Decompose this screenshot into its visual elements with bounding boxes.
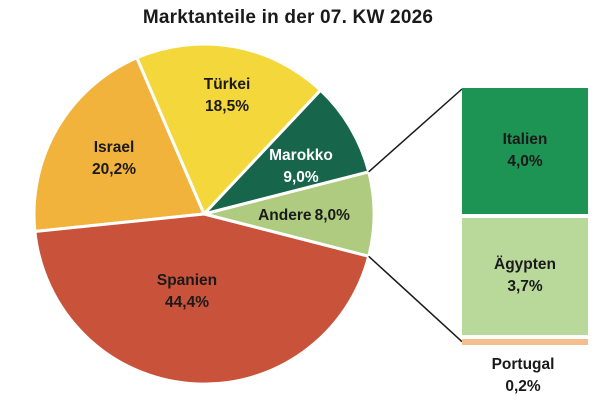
segment-name: Ägypten [494, 256, 556, 274]
pie-label-spanien: Spanien 44,4% [157, 270, 217, 314]
slice-name: Marokko [269, 147, 333, 164]
slice-pct: 44,4% [165, 294, 209, 311]
slice-name: Andere [258, 207, 312, 224]
breakout-bar: Italien 4,0% Ägypten 3,7% [462, 88, 588, 349]
slice-name: Israel [93, 139, 135, 156]
connector-line-top [368, 88, 463, 173]
segment-pct: 3,7% [507, 278, 543, 296]
pie-label-israel: Israel 20,2% [92, 137, 136, 181]
slice-pct: 8,0% [314, 207, 350, 224]
pie-label-tuerkei: Türkei 18,5% [204, 74, 251, 118]
breakout-label-portugal: Portugal 0,2% [492, 354, 555, 398]
slice-pct: 18,5% [205, 98, 249, 115]
pie-slice-3 [32, 56, 206, 233]
slice-name: Spanien [156, 272, 218, 289]
pie-slice-4 [33, 212, 371, 386]
breakout-segment-italien: Italien 4,0% [462, 88, 588, 214]
segment-pct: 4,0% [507, 153, 543, 170]
chart-title: Marktanteile in der 07. KW 2026 [142, 7, 434, 28]
slice-pct: 20,2% [92, 161, 136, 178]
breakout-segment-aegypten: Ägypten 3,7% [462, 218, 588, 335]
pie-label-andere: Andere 8,0% [258, 205, 350, 227]
slice-name: Türkei [203, 76, 251, 93]
segment-name: Italien [502, 131, 548, 148]
segment-name: Portugal [491, 356, 555, 373]
pie-label-marokko: Marokko 9,0% [269, 145, 333, 189]
breakout-segment-portugal [462, 338, 588, 345]
pie-slice-1 [202, 88, 371, 216]
connector-line-bottom [368, 255, 463, 343]
segment-pct: 0,2% [505, 378, 541, 395]
slice-pct: 9,0% [283, 169, 319, 186]
pie-slice-2 [135, 42, 322, 216]
